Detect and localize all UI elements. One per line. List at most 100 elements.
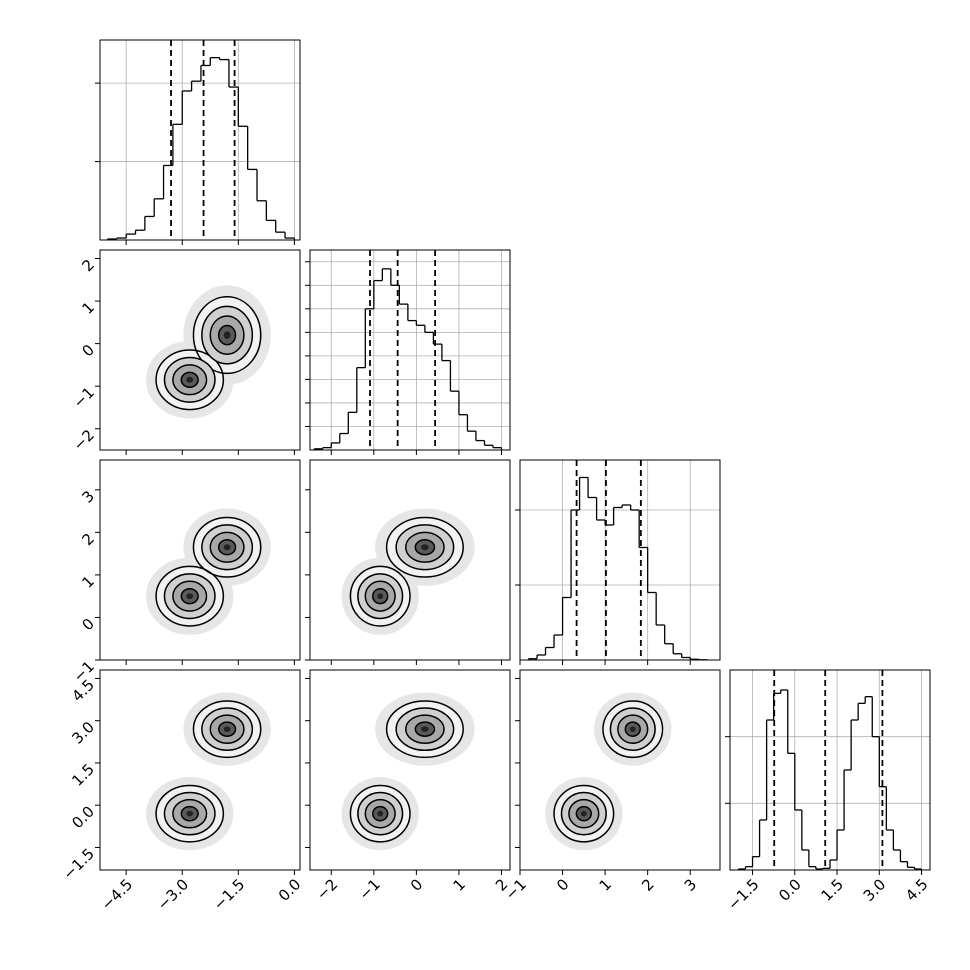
x-tick-label: 0.0 — [775, 875, 805, 905]
x-tick-label: 0 — [407, 875, 426, 894]
y-tick-label: 1.5 — [68, 760, 98, 790]
contour-line — [217, 721, 237, 737]
density — [341, 508, 475, 635]
panel: −1.5 0.0 1.5 3.0 4.5 — [724, 669, 932, 914]
density-contour — [186, 810, 194, 817]
contour-line — [349, 784, 411, 843]
contour-line — [155, 784, 225, 843]
y-tick-label: −1 — [70, 383, 98, 411]
contour-line — [404, 531, 445, 563]
panel-frame — [99, 669, 301, 871]
contour-line — [414, 539, 436, 556]
contour-line — [385, 516, 464, 578]
x-tick-label: 1 — [596, 875, 615, 894]
panel-frame — [519, 459, 721, 661]
x-tick-label: 1.5 — [817, 875, 847, 905]
panel — [95, 39, 301, 245]
contour-line — [357, 573, 404, 620]
x-tick-label: −1 — [502, 875, 530, 903]
density — [145, 285, 271, 419]
panel — [515, 459, 721, 665]
panel-frame — [99, 39, 301, 241]
panel-frame — [519, 669, 721, 871]
contour-line — [553, 784, 615, 843]
x-tick-label: −1 — [355, 875, 383, 903]
contour-line — [372, 805, 389, 822]
density-contour — [223, 726, 231, 732]
x-tick-label: −4.5 — [98, 875, 136, 913]
contour-line — [180, 805, 199, 822]
x-tick-label: 1 — [449, 875, 468, 894]
y-tick-label: −1.5 — [60, 845, 98, 883]
x-tick-label: 3.0 — [860, 875, 890, 905]
panel-frame — [729, 669, 931, 871]
contour-line — [201, 707, 254, 752]
contour-line — [163, 791, 216, 836]
contour-line — [575, 805, 593, 822]
panel-frame — [309, 459, 511, 661]
x-tick-label: 4.5 — [902, 875, 932, 905]
contour-line — [560, 791, 607, 836]
contour-line — [163, 356, 216, 403]
y-tick-label: 3.0 — [68, 718, 98, 748]
y-tick-label: −2 — [70, 426, 98, 454]
contour-line — [568, 798, 600, 829]
panel: −4.5 −3.0 −1.5 0.0 −1.5 0.0 1.5 3.0 4.5 — [60, 669, 305, 914]
contour-line — [155, 565, 225, 627]
density-contour — [580, 810, 587, 817]
y-tick-label: 4.5 — [68, 676, 98, 706]
x-tick-label: 2 — [638, 875, 657, 894]
contour-line — [172, 798, 208, 829]
contour-line — [192, 516, 262, 578]
x-tick-label: −2 — [313, 875, 341, 903]
x-tick-label: −3.0 — [154, 875, 192, 913]
contour-line — [155, 349, 225, 411]
panel-frame — [99, 459, 301, 661]
density — [145, 692, 271, 851]
contour-line — [163, 573, 216, 620]
density — [145, 508, 271, 635]
density-contour — [377, 810, 384, 817]
density-contour — [223, 544, 231, 551]
density-contour — [186, 376, 194, 383]
x-tick-label: −1.5 — [210, 875, 248, 913]
density-contour — [377, 593, 384, 600]
y-tick-label: 0.0 — [68, 802, 98, 832]
density-contour — [223, 331, 231, 339]
contour-line — [372, 587, 389, 605]
contour-line — [172, 580, 208, 612]
contour-line — [172, 364, 208, 396]
density — [545, 692, 672, 851]
x-tick-label: 3 — [681, 875, 700, 894]
contour-line — [609, 707, 656, 752]
contour-line — [395, 524, 455, 571]
contour-line — [180, 371, 199, 388]
x-tick-label: 0 — [553, 875, 572, 894]
density — [341, 692, 475, 851]
contour-line — [404, 714, 445, 744]
panel — [305, 249, 511, 455]
density-contour — [421, 544, 429, 551]
contour-line — [209, 714, 245, 744]
x-tick-label: 0.0 — [275, 875, 305, 905]
contour-line — [364, 798, 396, 829]
panel-frame — [99, 249, 301, 451]
contour-line — [624, 721, 641, 737]
panel — [305, 459, 511, 665]
panel: −1 0 1 2 3 — [502, 669, 721, 904]
contour-line — [209, 315, 245, 356]
contour-line — [385, 700, 464, 759]
panel-frame — [309, 669, 511, 871]
panel-frame — [309, 249, 511, 451]
contour-line — [395, 707, 455, 752]
contour-line — [180, 587, 199, 605]
contour-line — [217, 324, 237, 346]
density-contour — [421, 726, 429, 732]
x-tick-label: −1.5 — [724, 875, 762, 913]
contour-line — [617, 714, 649, 744]
